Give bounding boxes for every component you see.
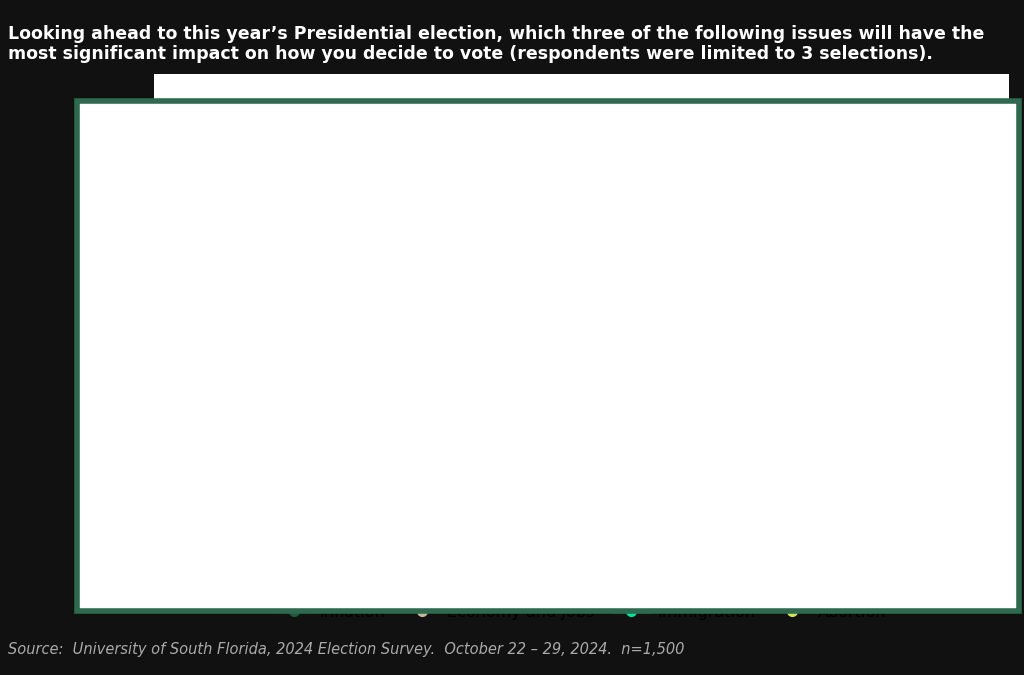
Text: Looking ahead to this year’s Presidential election, which three of the following: Looking ahead to this year’s Presidentia… (8, 25, 984, 63)
Text: Source:  University of South Florida, 2024 Election Survey.  October 22 – 29, 20: Source: University of South Florida, 202… (8, 642, 685, 657)
Legend: Inflation, Economy and Jobs, Immigration, Abortion: Inflation, Economy and Jobs, Immigration… (270, 599, 892, 626)
